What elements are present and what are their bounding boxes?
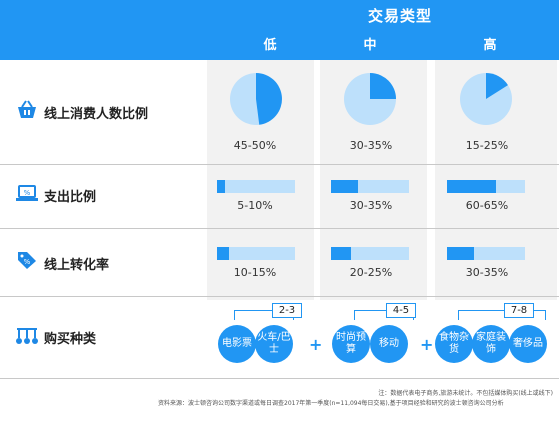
conversion-high: 30-35% [465, 266, 509, 279]
conversion-bar-high-fill [447, 247, 475, 260]
item-mobile: 移动 [370, 325, 408, 363]
laptop-percent-icon: % [16, 185, 38, 201]
source-note: 资料来源：波士顿咨询公司数字渠道或每日调查2017年第一季度(n=11,094每… [158, 400, 504, 407]
svg-text:%: % [24, 258, 31, 266]
price-tag-percent-icon: % [18, 252, 36, 269]
range-high: 7-8 [504, 303, 534, 318]
row-separator [0, 164, 559, 165]
item-luxury: 奢侈品 [509, 325, 547, 363]
row-separator [0, 296, 559, 297]
level-mid: 中 [363, 38, 377, 53]
spend-bar-high-fill [447, 180, 497, 193]
spend-ratio-low: 5-10% [237, 199, 273, 212]
spend-bar-low [217, 180, 295, 193]
online-ratio-mid: 30-35% [349, 139, 393, 152]
spend-ratio-mid: 30-35% [349, 199, 393, 212]
item-groceries: 食物杂货 [435, 325, 473, 363]
bracket-high [458, 310, 546, 320]
shopping-basket-icon [18, 100, 36, 118]
row-separator [0, 228, 559, 229]
online-ratio-low: 45-50% [233, 139, 277, 152]
plus-sign: + [420, 335, 434, 354]
header-bar: 交易类型 低 中 高 [0, 0, 559, 60]
conversion-low: 10-15% [233, 266, 277, 279]
pie-slice-low [256, 73, 282, 125]
spend-bar-low-fill [217, 180, 225, 193]
item-home-decor: 家庭装饰 [472, 325, 510, 363]
conversion-mid: 20-25% [349, 266, 393, 279]
network-icon [16, 328, 38, 344]
row-label-purchase-type: 购买种类 [44, 332, 97, 347]
pie-slice-mid [370, 73, 396, 99]
conversion-bar-mid-fill [331, 247, 351, 260]
level-low: 低 [263, 38, 277, 53]
plus-sign: + [309, 335, 323, 354]
row-label-online-ratio: 线上消费人数比例 [44, 107, 149, 122]
range-mid: 4-5 [386, 303, 416, 318]
pie-chart-high [460, 73, 512, 125]
item-fashion-budget: 时尚预算 [332, 325, 370, 363]
row-label-spend-ratio: 支出比例 [44, 190, 97, 205]
conversion-bar-low [217, 247, 295, 260]
svg-text:%: % [24, 189, 31, 197]
conversion-bar-low-fill [217, 247, 229, 260]
header-title: 交易类型 [367, 7, 432, 25]
range-low: 2-3 [272, 303, 302, 318]
pie-slice-high [486, 73, 508, 99]
pie-chart-low [230, 73, 282, 125]
item-movie-ticket: 电影票 [218, 325, 256, 363]
online-ratio-high: 15-25% [465, 139, 509, 152]
spend-ratio-high: 60-65% [465, 199, 509, 212]
spend-bar-high [447, 180, 525, 193]
level-high: 高 [483, 38, 497, 53]
conversion-bar-high [447, 247, 525, 260]
spend-bar-mid-fill [331, 180, 359, 193]
item-train-bus: 火车/巴士 [255, 325, 293, 363]
conversion-bar-mid [331, 247, 409, 260]
footer-separator [0, 378, 559, 379]
row-label-conversion: 线上转化率 [44, 258, 110, 273]
pie-chart-mid [344, 73, 396, 125]
spend-bar-mid [331, 180, 409, 193]
footnote: 注：数据代表电子商务,旅游未统计。不包括媒体购买(线上或线下) [378, 390, 553, 397]
